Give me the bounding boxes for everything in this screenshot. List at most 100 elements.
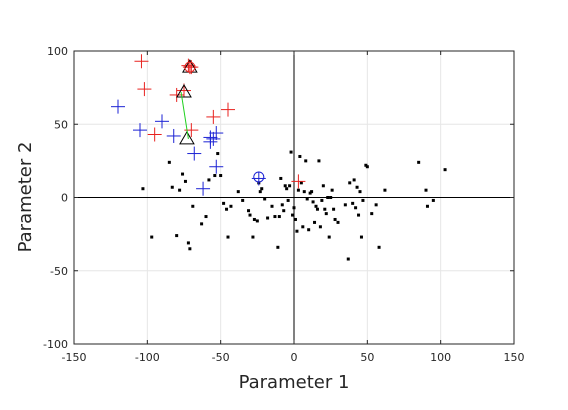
y-tick-label: -100 bbox=[43, 338, 68, 351]
data-point-dot bbox=[313, 220, 317, 224]
data-point-plus bbox=[133, 123, 147, 138]
data-point-dot bbox=[370, 212, 374, 216]
data-point-dot bbox=[248, 213, 252, 217]
data-point-dot bbox=[276, 245, 280, 249]
data-point-dot bbox=[225, 207, 229, 211]
data-point-dot bbox=[318, 225, 322, 229]
data-point-plus bbox=[206, 109, 221, 124]
data-point-dot bbox=[229, 204, 233, 208]
data-point-dot bbox=[252, 217, 256, 221]
data-point-dot bbox=[289, 150, 293, 154]
data-point-plus bbox=[137, 82, 152, 97]
data-point-plus bbox=[291, 174, 306, 189]
data-point-dot bbox=[291, 213, 295, 217]
data-point-dot bbox=[277, 215, 281, 219]
data-point-dot bbox=[273, 215, 277, 219]
data-point-dot bbox=[330, 188, 334, 192]
data-marks bbox=[111, 54, 447, 261]
data-point-dot bbox=[346, 257, 350, 261]
x-tick-label: -100 bbox=[135, 351, 160, 364]
data-point-dot bbox=[324, 212, 328, 216]
data-point-dot bbox=[336, 220, 340, 224]
data-point-dot bbox=[186, 241, 190, 245]
data-point-dot bbox=[365, 165, 369, 169]
data-point-dot bbox=[150, 235, 154, 239]
data-point-plus bbox=[209, 126, 224, 141]
data-point-dot bbox=[343, 203, 347, 207]
data-point-dot bbox=[283, 184, 287, 188]
data-point-dot bbox=[191, 204, 195, 208]
data-point-dot bbox=[383, 188, 387, 192]
data-point-dot bbox=[329, 196, 333, 199]
data-point-plus bbox=[166, 128, 181, 143]
data-point-dot bbox=[443, 168, 447, 172]
data-point-plus bbox=[209, 159, 224, 174]
data-point-plus bbox=[155, 114, 169, 129]
y-axis-title: Parameter 2 bbox=[15, 142, 36, 253]
data-point-dot bbox=[263, 197, 267, 201]
data-point-dot bbox=[292, 206, 296, 210]
data-point-dot bbox=[310, 190, 314, 194]
data-point-dot bbox=[181, 172, 185, 176]
data-point-plus bbox=[206, 131, 221, 146]
data-point-dot bbox=[301, 225, 305, 229]
data-point-dot bbox=[302, 190, 306, 194]
data-point-dot bbox=[305, 197, 309, 201]
data-point-dot bbox=[141, 187, 145, 191]
data-point-dot bbox=[219, 174, 223, 178]
x-tick-label: -50 bbox=[212, 351, 230, 364]
data-point-dot bbox=[280, 203, 284, 207]
data-point-dot bbox=[247, 209, 251, 213]
x-tick-label: 150 bbox=[504, 351, 525, 364]
data-point-circle bbox=[184, 61, 196, 73]
data-point-plus bbox=[203, 134, 218, 149]
y-tick-label: 100 bbox=[47, 45, 68, 58]
data-point-dot bbox=[293, 217, 297, 221]
y-tick-label: 0 bbox=[61, 192, 68, 205]
data-point-dot bbox=[241, 198, 245, 202]
data-point-plus bbox=[221, 102, 235, 117]
data-point-dot bbox=[357, 213, 361, 217]
data-point-dot bbox=[236, 190, 240, 194]
x-tick-label: -150 bbox=[62, 351, 87, 364]
data-point-dot bbox=[251, 235, 255, 239]
data-point-dot bbox=[307, 228, 311, 232]
data-point-dot bbox=[332, 207, 336, 211]
data-point-dot bbox=[188, 247, 192, 251]
x-tick-label: 50 bbox=[360, 351, 374, 364]
data-point-dot bbox=[266, 216, 270, 220]
data-point-dot bbox=[348, 181, 352, 185]
data-point-dot bbox=[424, 188, 428, 192]
data-point-dot bbox=[326, 196, 330, 199]
connector-line bbox=[180, 91, 189, 139]
data-point-dot bbox=[282, 209, 286, 213]
data-point-dot bbox=[178, 188, 182, 192]
data-point-circle bbox=[253, 171, 265, 183]
data-point-dot bbox=[431, 198, 435, 202]
data-point-dot bbox=[286, 198, 290, 202]
data-point-dot bbox=[226, 235, 230, 239]
data-point-dot bbox=[170, 185, 174, 189]
data-point-dot bbox=[295, 229, 299, 233]
data-point-dot bbox=[279, 176, 283, 180]
data-point-dot bbox=[425, 204, 429, 208]
data-point-dot bbox=[417, 160, 421, 164]
data-point-dot bbox=[299, 181, 303, 185]
data-point-dot bbox=[352, 178, 356, 182]
y-tick-label: 50 bbox=[54, 118, 68, 131]
data-point-dot bbox=[213, 174, 217, 178]
data-point-dot bbox=[304, 159, 308, 163]
data-point-plus bbox=[111, 99, 125, 114]
data-point-dot bbox=[374, 203, 378, 207]
data-point-dot bbox=[317, 159, 321, 163]
data-point-dot bbox=[327, 235, 331, 239]
data-point-dot bbox=[377, 245, 381, 249]
data-point-triangle bbox=[179, 130, 195, 145]
data-point-dot bbox=[351, 201, 355, 205]
data-point-dot bbox=[260, 187, 264, 191]
data-point-dot bbox=[314, 204, 318, 208]
data-point-dot bbox=[285, 187, 289, 191]
data-point-dot bbox=[358, 190, 362, 194]
data-point-dot bbox=[288, 184, 292, 188]
